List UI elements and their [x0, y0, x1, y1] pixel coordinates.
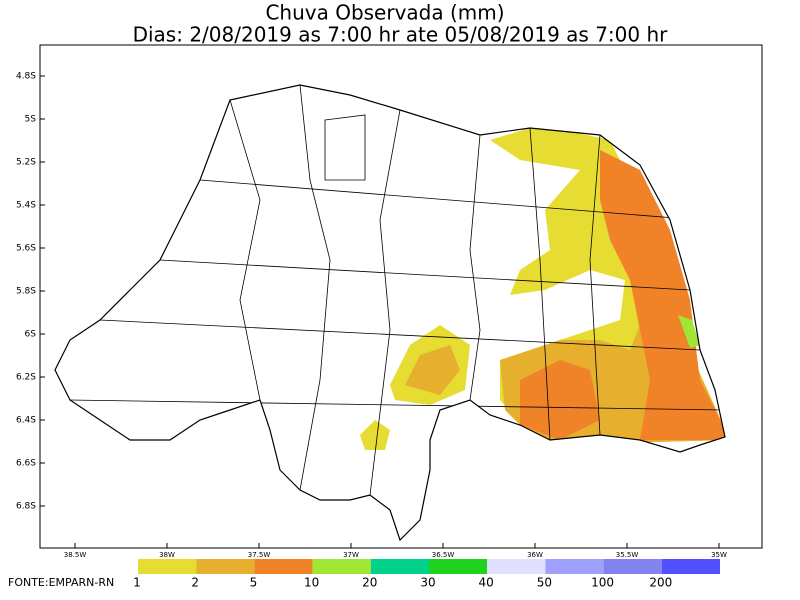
legend-label: 30	[420, 576, 435, 590]
map-title: Chuva Observada (mm)	[265, 1, 504, 25]
lat-label: 5S	[25, 115, 37, 125]
legend-swatch	[545, 559, 604, 574]
lon-label: 36.5W	[432, 551, 455, 559]
legend-label: 100	[591, 576, 614, 590]
lat-label: 5.6S	[16, 244, 36, 254]
lat-label: 5.4S	[16, 201, 36, 211]
lat-label: 6.4S	[16, 416, 36, 426]
legend-label: 2	[191, 576, 199, 590]
legend-swatch	[429, 559, 488, 574]
lon-axis: 38.5W 38W 37.5W 37W 36.5W 36W 35.5W 35W	[64, 543, 727, 559]
lat-label: 6S	[25, 330, 37, 340]
legend: 1 2 5 10 20 30 40 50 100 200	[133, 559, 720, 590]
lat-label: 6.8S	[16, 502, 36, 512]
legend-label: 10	[304, 576, 319, 590]
legend-swatch	[138, 559, 197, 574]
legend-label: 1	[133, 576, 141, 590]
lat-label: 4.8S	[16, 72, 36, 82]
lon-label: 35W	[711, 551, 727, 559]
legend-swatch	[487, 559, 546, 574]
legend-label: 5	[250, 576, 258, 590]
lat-axis: 4.8S 5S 5.2S 5.4S 5.6S 5.8S 6S 6.2S 6.4S 6.6S 6.8S	[16, 72, 45, 512]
legend-swatch	[254, 559, 313, 574]
legend-swatch	[370, 559, 429, 574]
legend-swatch	[196, 559, 255, 574]
lon-label: 37W	[343, 551, 359, 559]
lon-label: 35.5W	[616, 551, 639, 559]
lat-label: 5.2S	[16, 158, 36, 168]
legend-swatch	[603, 559, 662, 574]
lon-label: 36W	[527, 551, 543, 559]
legend-label: 50	[537, 576, 552, 590]
legend-label: 40	[479, 576, 494, 590]
source: FONTE:EMPARN-RN	[8, 576, 114, 589]
lon-label: 38.5W	[64, 551, 87, 559]
lat-label: 6.6S	[16, 459, 36, 469]
lon-label: 38W	[159, 551, 175, 559]
legend-swatch	[661, 559, 720, 574]
lat-label: 5.8S	[16, 287, 36, 297]
map-subtitle: Dias: 2/08/2019 as 7:00 hr ate 05/08/201…	[133, 23, 669, 47]
rain-areas	[360, 125, 725, 450]
lon-label: 37.5W	[248, 551, 271, 559]
legend-swatch	[312, 559, 371, 574]
county-lines	[69, 85, 725, 496]
lat-label: 6.2S	[16, 373, 36, 383]
legend-label: 20	[362, 576, 377, 590]
legend-label: 200	[649, 576, 672, 590]
map-frame	[39, 44, 763, 549]
